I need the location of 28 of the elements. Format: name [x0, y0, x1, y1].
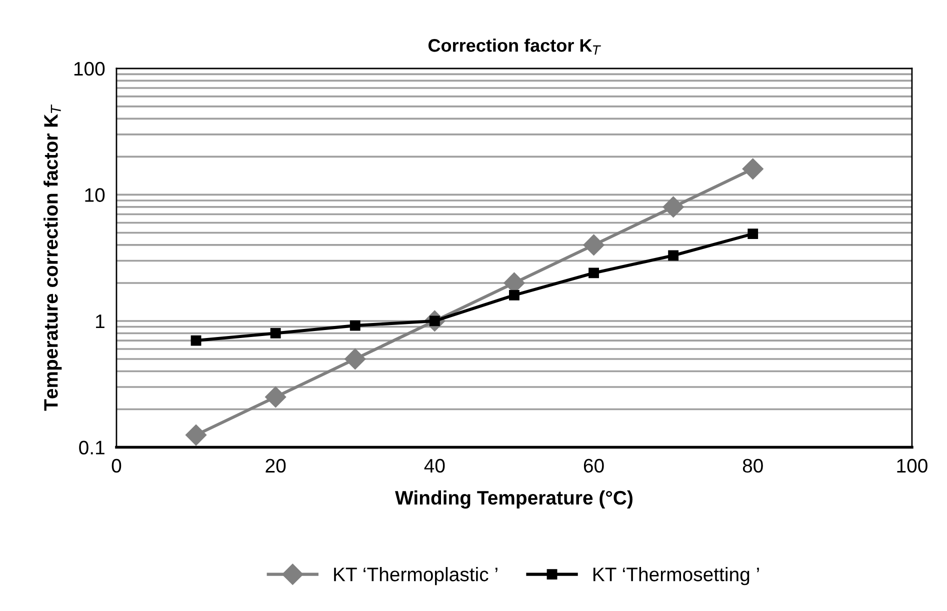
x-tick-label: 40 — [424, 458, 445, 473]
point — [344, 348, 366, 370]
point — [350, 320, 360, 331]
x-axis-title: Winding Temperature (°C) — [395, 490, 632, 509]
y-tick-label: 0.1 — [79, 440, 104, 454]
y-tick-label: 10 — [85, 188, 105, 202]
point — [662, 196, 684, 218]
legend-label: KT ‘Thermosetting ’ — [593, 567, 759, 586]
x-tick-label: 20 — [266, 458, 286, 473]
chart-title: Correction factor K$_{T}$ — [428, 38, 601, 55]
point — [509, 290, 520, 300]
y-axis-title: Temperature correction factor K$_{T}$ — [44, 104, 62, 411]
legend-label: KT ‘Thermoplastic ’ — [334, 567, 498, 586]
x-tick-label: 100 — [897, 458, 928, 473]
point — [748, 228, 758, 240]
point — [186, 424, 207, 446]
x-tick-label: 80 — [742, 458, 763, 473]
point — [265, 386, 286, 408]
point — [588, 268, 599, 278]
y-tick-label: 100 — [74, 62, 105, 76]
point — [270, 328, 281, 338]
point — [190, 335, 202, 346]
x-tick-label: 0 — [112, 458, 122, 473]
y-tick-label: 1 — [96, 314, 104, 328]
point — [742, 158, 764, 180]
point — [583, 234, 604, 256]
x-tick-label: 60 — [584, 458, 604, 473]
point — [668, 250, 679, 261]
